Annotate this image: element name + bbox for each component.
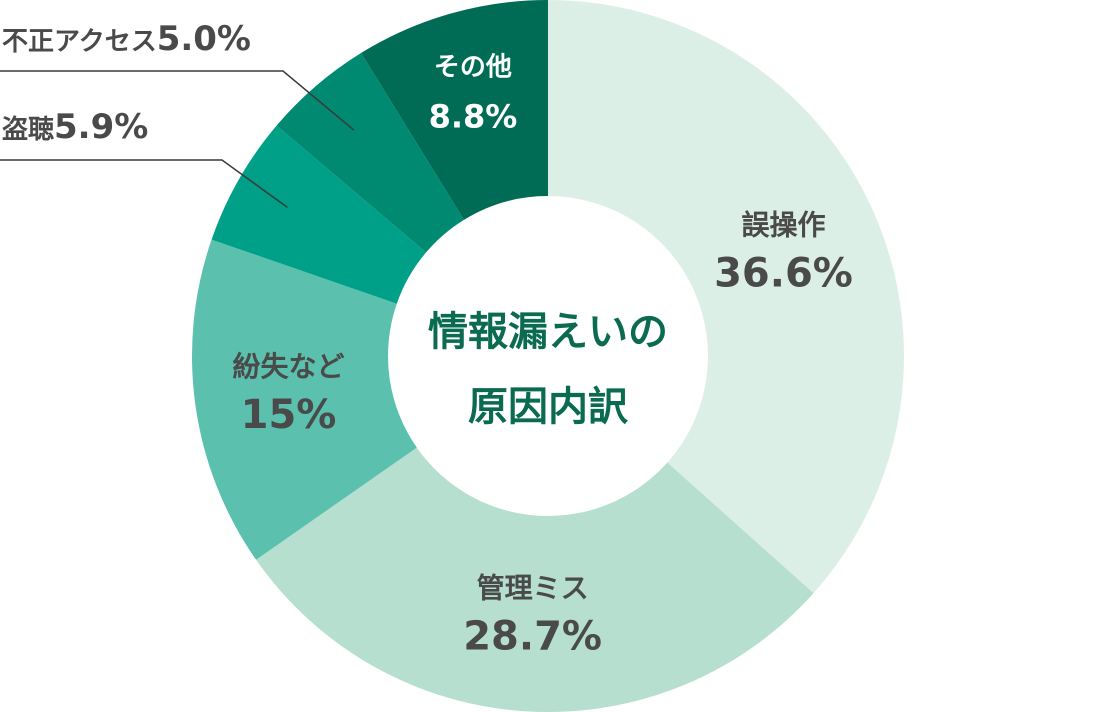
callout-line-4 [0, 159, 288, 208]
slice-value-1: 36.6% [714, 251, 853, 297]
slice-5 [276, 53, 464, 253]
donut-slices [192, 0, 904, 712]
slice-6 [361, 0, 548, 220]
slice-label-3: 紛失など [232, 350, 344, 383]
slice-1 [548, 0, 904, 594]
slice-label-2: 管理ミス [477, 572, 589, 605]
center-title-line-1: 情報漏えいの [428, 309, 668, 355]
slice-value-3: 15% [241, 392, 337, 438]
callout-line-5 [0, 70, 355, 131]
center-title-group: 情報漏えいの 原因内訳 [428, 309, 668, 430]
slice-2 [256, 447, 814, 712]
slice-3 [192, 239, 417, 560]
callout-lines [0, 70, 355, 208]
center-title-line-2: 原因内訳 [468, 384, 629, 430]
callout-label-5: 不正アクセス5.0% [2, 19, 251, 59]
slice-label-1: 誤操作 [741, 209, 825, 242]
slice-4 [211, 125, 427, 304]
slice-labels: 誤操作 36.6% 管理ミス 28.7% 紛失など 15% 盗聴5.9% 不正アクセス5.0%… [2, 19, 853, 660]
slice-value-6: 8.8% [429, 97, 518, 135]
slice-label-6: その他 [434, 52, 512, 82]
callout-label-4: 盗聴5.9% [2, 107, 148, 147]
slice-value-2: 28.7% [463, 614, 602, 660]
